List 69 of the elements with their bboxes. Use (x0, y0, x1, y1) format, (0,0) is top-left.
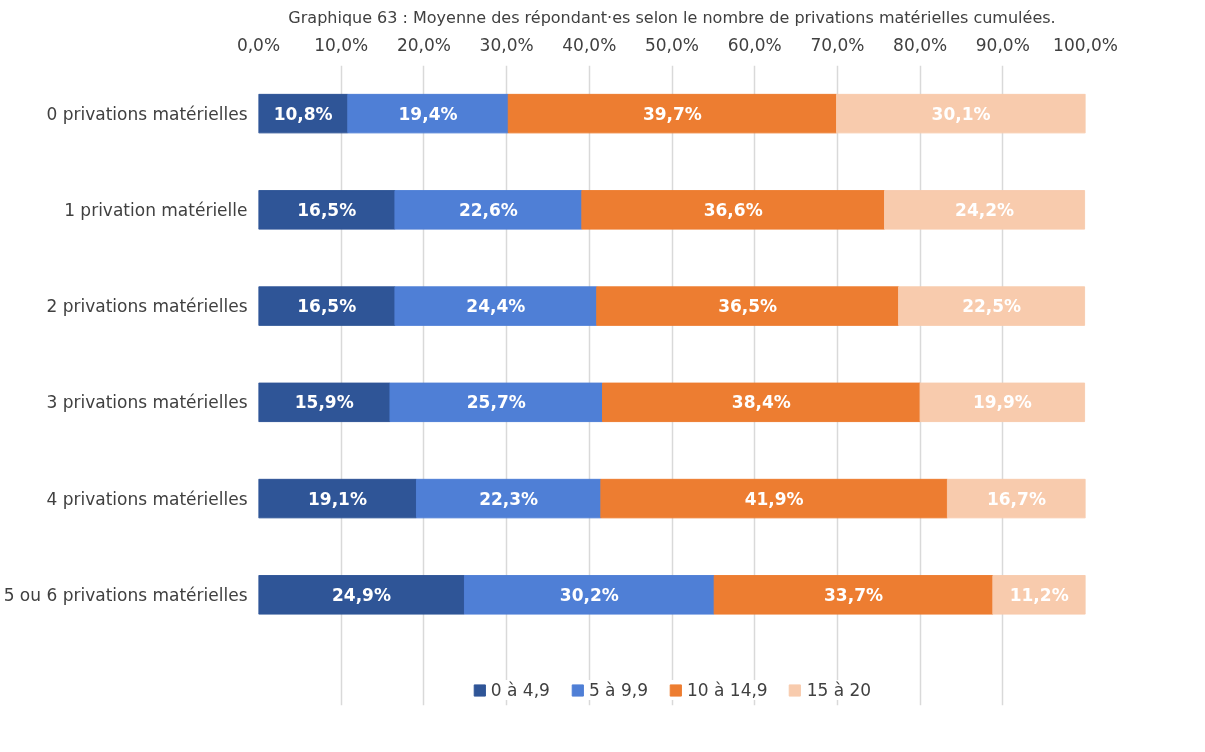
bar (600, 478, 948, 519)
bar (347, 93, 509, 134)
x-tick-label: 80,0% (893, 34, 948, 55)
x-tick-label: 30,0% (479, 34, 534, 55)
data-label: 16,7% (986, 488, 1046, 509)
data-label: 24,9% (331, 584, 391, 605)
x-tick-label: 40,0% (562, 34, 617, 55)
data-label: 10,8% (273, 103, 333, 124)
legend-label: 5 à 9,9 (588, 680, 648, 700)
bar (898, 286, 1086, 326)
x-tick-label: 10,0% (314, 34, 369, 55)
data-label: 19,4% (398, 103, 458, 124)
bar (415, 478, 602, 519)
bar (919, 382, 1086, 423)
x-tick-label: 20,0% (396, 34, 451, 55)
y-tick-label: 5 ou 6 privations matérielles (3, 584, 248, 605)
data-label: 24,4% (466, 296, 526, 317)
y-tick-label: 4 privations matérielles (46, 488, 248, 509)
data-label: 36,5% (718, 296, 778, 317)
bar (946, 478, 1086, 519)
bar (713, 575, 994, 615)
bar (258, 478, 417, 519)
legend-label: 10 à 14,9 (686, 680, 768, 700)
data-label: 19,1% (307, 488, 367, 509)
data-label: 33,7% (824, 584, 884, 605)
data-label: 25,7% (466, 392, 526, 413)
x-tick-label: 100,0% (1053, 34, 1118, 55)
bar (258, 575, 465, 615)
bar (258, 382, 391, 423)
chart-title: Graphique 63 : Moyenne des répondant·es selon le nombre de privations matérielles cumulées. (288, 7, 1056, 27)
data-label: 22,6% (458, 199, 518, 220)
legend-label: 0 à 4,9 (490, 680, 550, 700)
data-label: 19,9% (972, 392, 1032, 413)
data-label: 22,3% (479, 488, 539, 509)
data-label: 16,5% (297, 296, 357, 317)
data-label: 16,5% (297, 199, 357, 220)
bar (258, 190, 396, 230)
data-label: 30,2% (559, 584, 619, 605)
y-tick-label: 2 privations matérielles (46, 296, 248, 317)
bar (602, 382, 921, 423)
bar (992, 575, 1086, 615)
legend-label: 15 à 20 (806, 680, 872, 700)
bar (581, 190, 886, 230)
bar (596, 286, 900, 326)
x-tick-label: 90,0% (975, 34, 1030, 55)
data-label: 38,4% (731, 392, 791, 413)
data-label: 39,7% (642, 103, 702, 124)
y-tick-label: 1 privation matérielle (64, 199, 248, 220)
bar (507, 93, 838, 134)
x-tick-label: 50,0% (645, 34, 700, 55)
bar (463, 575, 715, 615)
bar (258, 286, 396, 326)
data-label: 41,9% (744, 488, 804, 509)
bar (836, 93, 1086, 134)
y-tick-label: 0 privations matérielles (46, 103, 248, 124)
y-tick-label: 3 privations matérielles (46, 392, 248, 413)
x-tick-label: 60,0% (727, 34, 782, 55)
bar (389, 382, 604, 423)
data-label: 24,2% (955, 199, 1015, 220)
bar (394, 190, 583, 230)
bar (884, 190, 1086, 230)
data-label: 15,9% (294, 392, 354, 413)
data-label: 22,5% (962, 296, 1022, 317)
data-label: 30,1% (931, 103, 991, 124)
x-tick-label: 0,0% (236, 34, 281, 55)
data-label: 36,6% (703, 199, 763, 220)
x-tick-label: 70,0% (810, 34, 865, 55)
bar (394, 286, 598, 326)
data-label: 11,2% (1009, 584, 1069, 605)
